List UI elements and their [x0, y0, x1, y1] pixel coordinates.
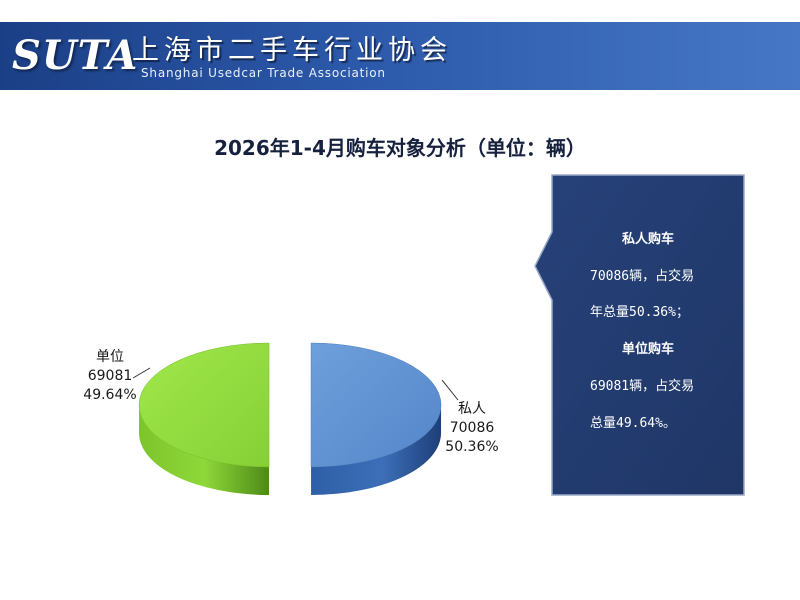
header-banner: SUTA 上海市二手车行业协会 Shanghai Usedcar Trade A… [0, 22, 800, 90]
callout-text: 私人购车 70086辆，占交易 年总量50.36%； 单位购车 69081辆，占… [552, 175, 744, 495]
pie-slice-unit-side [139, 405, 270, 495]
leader-line-unit [132, 367, 151, 379]
pie-slice-private [310, 342, 442, 468]
callout-line-1: 私人购车 [621, 232, 674, 247]
pie-slice-unit [138, 342, 270, 468]
callout-line-3: 年总量50.36%； [590, 305, 689, 320]
label-unit: 单位 69081 49.64% [83, 349, 136, 403]
label-private: 私人 70086 50.36% [445, 401, 498, 455]
pie-slice-private-side [311, 405, 442, 495]
leader-line-private [441, 379, 459, 401]
callout-line-5: 69081辆，占交易 [590, 379, 695, 394]
suta-logo: SUTA [12, 32, 139, 79]
org-name-cn: 上海市二手车行业协会 [132, 35, 452, 66]
callout-box [534, 174, 745, 496]
callout-line-6: 总量49.64%。 [590, 416, 676, 431]
chart-title: 2026年1-4月购车对象分析（单位：辆） [214, 136, 586, 160]
callout-line-2: 70086辆，占交易 [590, 269, 695, 284]
org-name-en: Shanghai Usedcar Trade Association [141, 66, 386, 80]
callout-line-4: 单位购车 [621, 342, 674, 357]
